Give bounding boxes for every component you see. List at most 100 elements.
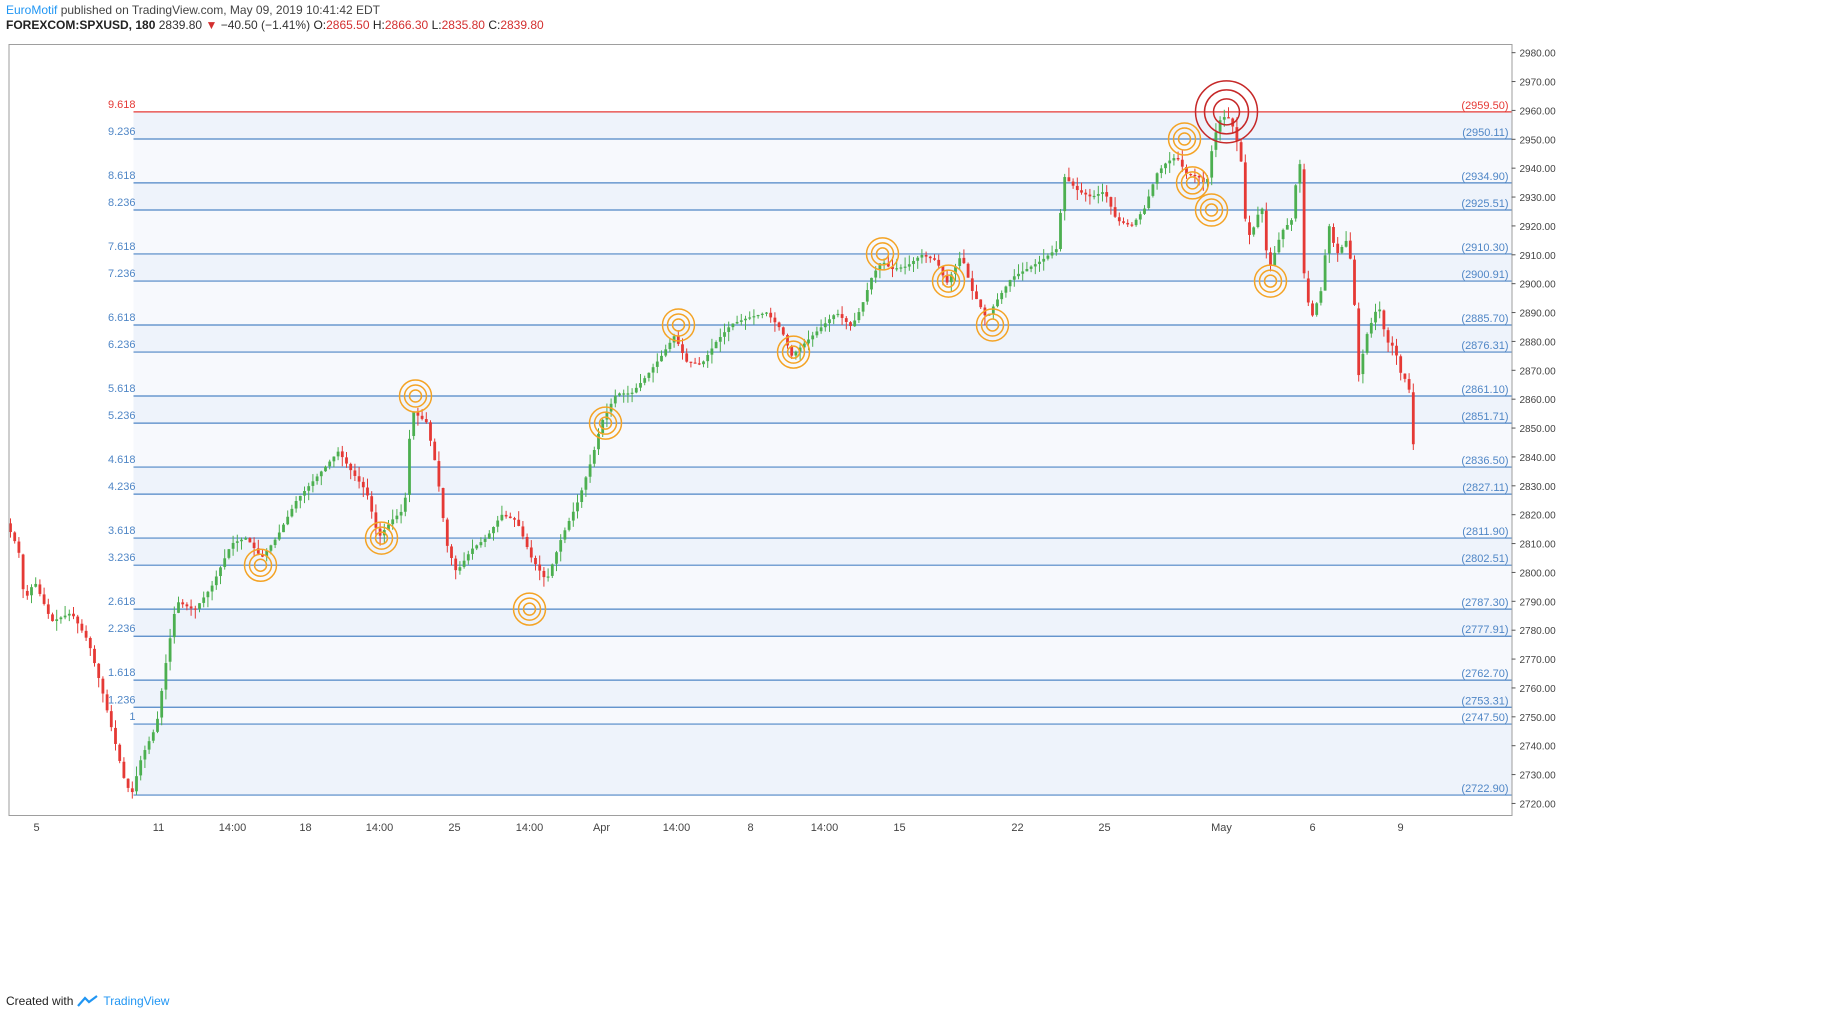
- touch-circle: [403, 384, 428, 408]
- candle-body: [1071, 181, 1075, 186]
- candle-body: [445, 519, 449, 546]
- candle-body: [630, 392, 634, 394]
- candle-body: [773, 317, 777, 323]
- touch-circle: [517, 597, 542, 621]
- candle-body: [840, 314, 844, 318]
- candle-body: [286, 516, 290, 525]
- x-tick-label: 22: [1011, 822, 1023, 834]
- candle-body: [252, 542, 256, 549]
- candle-body: [168, 638, 172, 662]
- candle-body: [290, 508, 294, 517]
- candle-body: [231, 542, 235, 549]
- candle-body: [395, 515, 399, 520]
- fib-ratio-label: 5.618: [108, 383, 136, 395]
- candle-body: [639, 383, 642, 388]
- author-link[interactable]: EuroMotif: [6, 3, 58, 17]
- candle-body: [1054, 249, 1058, 253]
- candle-body: [504, 514, 508, 517]
- candle-body: [1017, 273, 1020, 277]
- candle-body: [164, 663, 168, 690]
- candle-body: [72, 613, 75, 617]
- candle-body: [1155, 173, 1159, 184]
- fib-band: [133, 538, 1512, 566]
- publish-info: published on TradingView.com, May 09, 20…: [57, 3, 381, 17]
- candle-body: [429, 422, 432, 441]
- candle-body: [1092, 195, 1096, 198]
- touch-circle: [666, 313, 691, 337]
- fib-price-label: (2851.71): [1461, 411, 1508, 423]
- candle-body: [1063, 177, 1067, 212]
- fib-price-label: (2747.50): [1461, 712, 1508, 724]
- candle-body: [1353, 259, 1356, 305]
- candle-body: [1306, 278, 1310, 303]
- candle-body: [975, 291, 978, 300]
- candle-body: [403, 497, 407, 512]
- candle-body: [1134, 219, 1138, 226]
- candle-body: [1298, 164, 1302, 184]
- touch-circle: [1203, 89, 1250, 135]
- candles: [9, 107, 1415, 799]
- low-value: 2835.80: [441, 18, 485, 32]
- y-tick-label: 2850.00: [1520, 424, 1557, 435]
- candle-body: [1357, 308, 1361, 376]
- candle-body: [1386, 330, 1390, 343]
- candle-body: [949, 274, 953, 283]
- candle-body: [882, 262, 886, 265]
- candle-body: [1315, 303, 1319, 315]
- x-tick-label: 18: [299, 822, 311, 834]
- candle-body: [227, 549, 231, 558]
- y-tick-label: 2900.00: [1520, 280, 1557, 291]
- fib-ratio-label: 1.236: [108, 694, 136, 706]
- candle-body: [513, 518, 516, 520]
- candle-body: [1101, 192, 1104, 194]
- fib-ratio-label: 5.236: [108, 410, 136, 422]
- candle-body: [899, 267, 903, 269]
- candle-body: [248, 538, 252, 543]
- candle-body: [618, 393, 621, 396]
- y-tick-label: 2760.00: [1520, 684, 1557, 695]
- candle-body: [1311, 303, 1314, 316]
- candle-body: [256, 548, 260, 554]
- touch-circle: [1185, 176, 1200, 190]
- candle-body: [643, 378, 647, 383]
- candle-body: [139, 760, 143, 776]
- fib-band: [133, 281, 1512, 325]
- candle-body: [1176, 158, 1180, 160]
- touch-circle: [985, 318, 1000, 332]
- candle-body: [466, 554, 470, 561]
- candle-body: [865, 290, 869, 302]
- touch-circle: [980, 313, 1005, 337]
- candle-body: [702, 361, 705, 365]
- price-chart[interactable]: 9.618 (2959.50) 9.236 (2950.11) 8.618 (2934.9…: [6, 44, 1828, 1009]
- candle-body: [1285, 224, 1289, 230]
- candle-body: [571, 511, 575, 521]
- candle-body: [143, 750, 147, 760]
- candle-body: [1147, 196, 1151, 209]
- fib-price-label: (2910.30): [1461, 242, 1508, 254]
- time-axis[interactable]: 5 11 14:00 18 14:00 25 14:00 Apr 14:00 8 14:00 15 22…: [8, 815, 1512, 835]
- touch-circle: [931, 264, 966, 298]
- candle-body: [500, 514, 504, 521]
- candle-body: [580, 490, 584, 503]
- fib-ratio-label: 2.236: [108, 623, 136, 635]
- price-axis[interactable]: 2720.00 2730.00 2740.00 2750.00 2760.00 2770.…: [1511, 49, 1557, 811]
- touch-circle: [975, 308, 1010, 342]
- candle-body: [786, 335, 789, 346]
- fib-price-label: (2934.90): [1461, 171, 1508, 183]
- candle-body: [874, 270, 878, 278]
- candle-body: [1411, 392, 1415, 445]
- candle-body: [1046, 255, 1050, 259]
- y-tick-label: 2740.00: [1520, 742, 1557, 753]
- candle-body: [483, 538, 487, 542]
- fib-band: [133, 724, 1512, 796]
- fib-price-label: (2753.31): [1461, 695, 1508, 707]
- candle-body: [1319, 291, 1323, 303]
- candle-body: [525, 536, 529, 547]
- touch-circle: [1167, 122, 1202, 156]
- candle-body: [546, 576, 550, 578]
- candle-body: [441, 488, 445, 519]
- candle-body: [353, 470, 357, 476]
- touch-circle: [408, 389, 423, 403]
- touch-circle: [243, 548, 278, 582]
- tradingview-link[interactable]: TradingView: [103, 994, 170, 1008]
